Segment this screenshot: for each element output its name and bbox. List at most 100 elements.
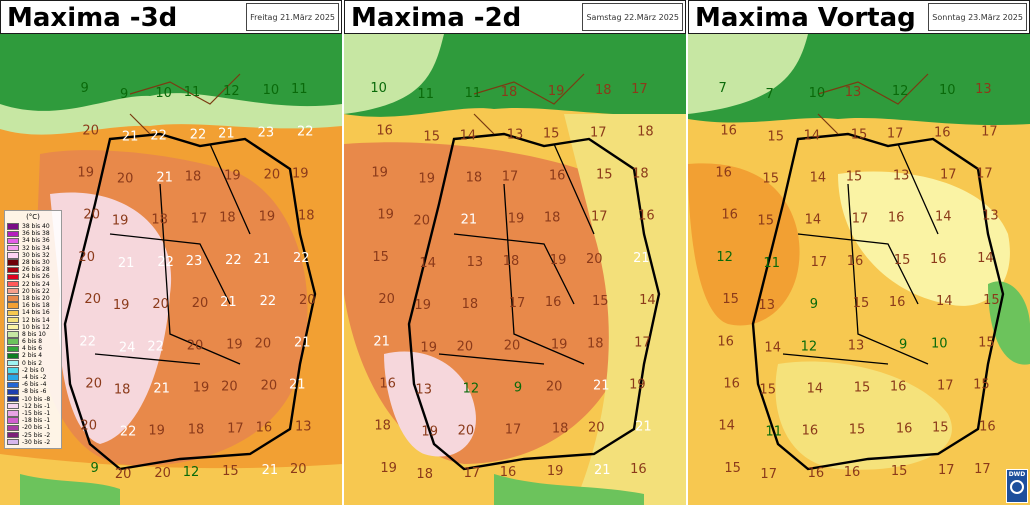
legend-item: 34 bis 36 bbox=[7, 237, 59, 244]
panel-header: Maxima -3d Freitag 21.März 2025 bbox=[0, 0, 342, 34]
legend-label: 8 bis 10 bbox=[22, 330, 46, 338]
temperature-value: 20 bbox=[80, 419, 97, 434]
temperature-value: 11 bbox=[465, 86, 482, 101]
temperature-value: 16 bbox=[930, 252, 947, 267]
panel-title: Maxima -3d bbox=[7, 3, 178, 33]
temperature-value: 20 bbox=[458, 424, 475, 439]
temperature-value: 14 bbox=[639, 293, 656, 308]
temperature-value: 18 bbox=[552, 422, 569, 437]
temperature-value: 18 bbox=[595, 83, 612, 98]
legend-label: -2 bis 0 bbox=[22, 366, 45, 374]
temperature-value: 20 bbox=[261, 379, 278, 394]
temperature-value: 7 bbox=[766, 87, 774, 102]
legend-swatch bbox=[7, 338, 19, 345]
temperature-value: 16 bbox=[717, 334, 734, 349]
legend-item: 24 bis 26 bbox=[7, 273, 59, 280]
legend-item: 26 bis 28 bbox=[7, 266, 59, 273]
coastline bbox=[129, 73, 241, 135]
temperature-value: 14 bbox=[936, 294, 953, 309]
temperature-value: 16 bbox=[890, 380, 907, 395]
temperature-value: 16 bbox=[723, 377, 740, 392]
temperature-value: 16 bbox=[720, 123, 737, 138]
legend-item: 30 bis 32 bbox=[7, 252, 59, 259]
legend-label: 4 bis 6 bbox=[22, 345, 43, 353]
temperature-value: 10 bbox=[939, 83, 956, 98]
temperature-value: 20 bbox=[255, 336, 272, 351]
temperature-value: 20 bbox=[299, 293, 316, 308]
temperature-value: 19 bbox=[148, 424, 165, 439]
temperature-value: 20 bbox=[78, 250, 95, 265]
temperature-value: 16 bbox=[844, 465, 861, 480]
legend-label: 34 bis 36 bbox=[22, 237, 50, 245]
legend-label: -25 bis -2 bbox=[22, 431, 51, 439]
temperature-value: 12 bbox=[892, 84, 909, 99]
temperature-value: 16 bbox=[721, 208, 738, 223]
temperature-value: 12 bbox=[716, 250, 733, 265]
legend-item: 18 bis 20 bbox=[7, 295, 59, 302]
temperature-value: 12 bbox=[801, 339, 818, 354]
legend-item: -15 bis -1 bbox=[7, 410, 59, 417]
legend-swatch bbox=[7, 374, 19, 381]
temperature-value: 18 bbox=[374, 419, 391, 434]
temperature-value: 16 bbox=[545, 295, 562, 310]
temperature-value: 13 bbox=[467, 255, 484, 270]
temperature-value: 12 bbox=[223, 84, 240, 99]
temperature-value: 13 bbox=[507, 127, 524, 142]
temperature-value: 21 bbox=[289, 378, 306, 393]
warmest-zone bbox=[50, 192, 172, 444]
country-border bbox=[751, 132, 1005, 471]
legend-item: 2 bis 4 bbox=[7, 352, 59, 359]
temperature-value: 19 bbox=[547, 464, 564, 479]
south-zone bbox=[775, 361, 952, 470]
western-warm-zone bbox=[688, 163, 800, 326]
panel-header: Maxima -2d Samstag 22.März 2025 bbox=[344, 0, 686, 34]
legend-swatch bbox=[7, 359, 19, 367]
legend-swatch bbox=[7, 252, 19, 259]
temperature-value: 17 bbox=[509, 296, 526, 311]
temperature-value: 19 bbox=[380, 461, 397, 476]
temperature-map: 10 11 11 18 19 18 17 16 15 14 13 15 17 18 19 19 18 17 16 15… bbox=[344, 34, 686, 505]
temperature-value: 21 bbox=[254, 252, 271, 267]
temperature-value: 20 bbox=[588, 421, 605, 436]
temperature-value: 15 bbox=[849, 423, 866, 438]
temperature-value: 17 bbox=[631, 82, 648, 97]
legend-unit: (°C) bbox=[26, 213, 40, 221]
temperature-value: 15 bbox=[757, 214, 774, 229]
temperature-value: 15 bbox=[894, 253, 911, 268]
temperature-value: 19 bbox=[548, 84, 565, 99]
temperature-value: 14 bbox=[977, 251, 994, 266]
legend-item: 0 bis 2 bbox=[7, 360, 59, 367]
temperature-value: 17 bbox=[937, 379, 954, 394]
legend-label: 26 bis 28 bbox=[22, 266, 50, 274]
temperature-value: 20 bbox=[586, 252, 603, 267]
temperature-value: 13 bbox=[295, 420, 312, 435]
temperature-value: 19 bbox=[629, 378, 646, 393]
temperature-map: 9 9 10 11 12 10 11 20 21 22 22 21 23 22 19 20 21 18 19 20 19… bbox=[0, 34, 342, 505]
legend-label: 18 bis 20 bbox=[22, 294, 50, 302]
legend-swatch bbox=[7, 266, 19, 273]
temperature-value: 16 bbox=[638, 209, 655, 224]
temperature-value: 19 bbox=[77, 166, 94, 181]
temperature-value: 10 bbox=[155, 86, 172, 101]
temperature-value: 15 bbox=[596, 168, 613, 183]
temperature-value: 16 bbox=[888, 211, 905, 226]
temperature-value: 15 bbox=[983, 293, 1000, 308]
legend-item: -18 bis -1 bbox=[7, 417, 59, 424]
temperature-value: 20 bbox=[546, 380, 563, 395]
legend-label: -4 bis -2 bbox=[22, 374, 47, 382]
temperature-value: 21 bbox=[218, 126, 235, 141]
panel-title: Maxima -2d bbox=[351, 3, 522, 33]
temperature-value: 20 bbox=[457, 339, 474, 354]
temperature-value: 19 bbox=[226, 337, 243, 352]
temperature-value: 17 bbox=[634, 335, 651, 350]
temperature-value: 20 bbox=[221, 380, 238, 395]
temperature-value: 18 bbox=[114, 383, 131, 398]
temperature-value: 19 bbox=[112, 214, 129, 229]
temperature-value: 9 bbox=[91, 461, 99, 476]
country-border bbox=[63, 132, 317, 471]
legend-rows: 38 bis 40 36 bis 38 34 bis 36 32 bis 34 30 b… bbox=[7, 223, 59, 446]
coast-band bbox=[688, 34, 808, 114]
legend-swatch bbox=[7, 410, 19, 417]
temperature-value: 16 bbox=[802, 424, 819, 439]
temperature-value: 21 bbox=[153, 382, 170, 397]
